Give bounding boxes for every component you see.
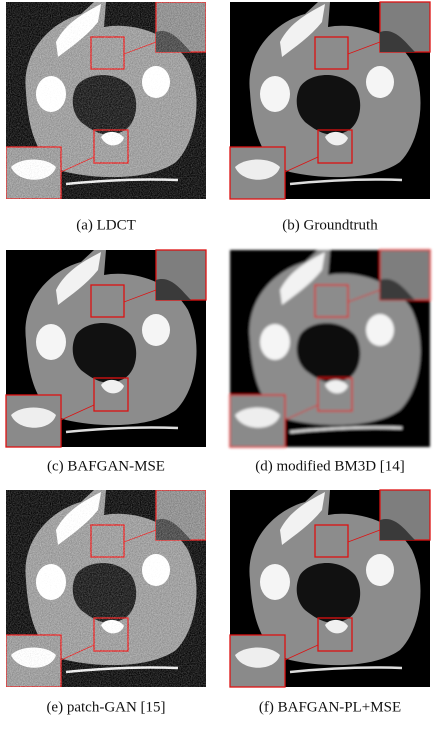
panel-caption: (b) Groundtruth [282, 217, 378, 233]
ct-image [230, 2, 430, 199]
panel-caption: (c) BAFGAN-MSE [47, 458, 165, 474]
panel-caption: (a) LDCT [76, 217, 136, 233]
ct-image [6, 2, 206, 199]
ct-image [6, 250, 206, 447]
panel-caption: (d) modified BM3D [14] [255, 458, 405, 474]
panel-caption: (f) BAFGAN-PL+MSE [259, 699, 401, 715]
ct-image [230, 250, 430, 447]
ct-image [6, 490, 206, 687]
panel-caption: (e) patch-GAN [15] [46, 699, 165, 715]
figure: (a) LDCT (b) Groundtruth (c) BAFGAN-MSE (d)… [0, 0, 436, 732]
ct-image [230, 490, 430, 687]
